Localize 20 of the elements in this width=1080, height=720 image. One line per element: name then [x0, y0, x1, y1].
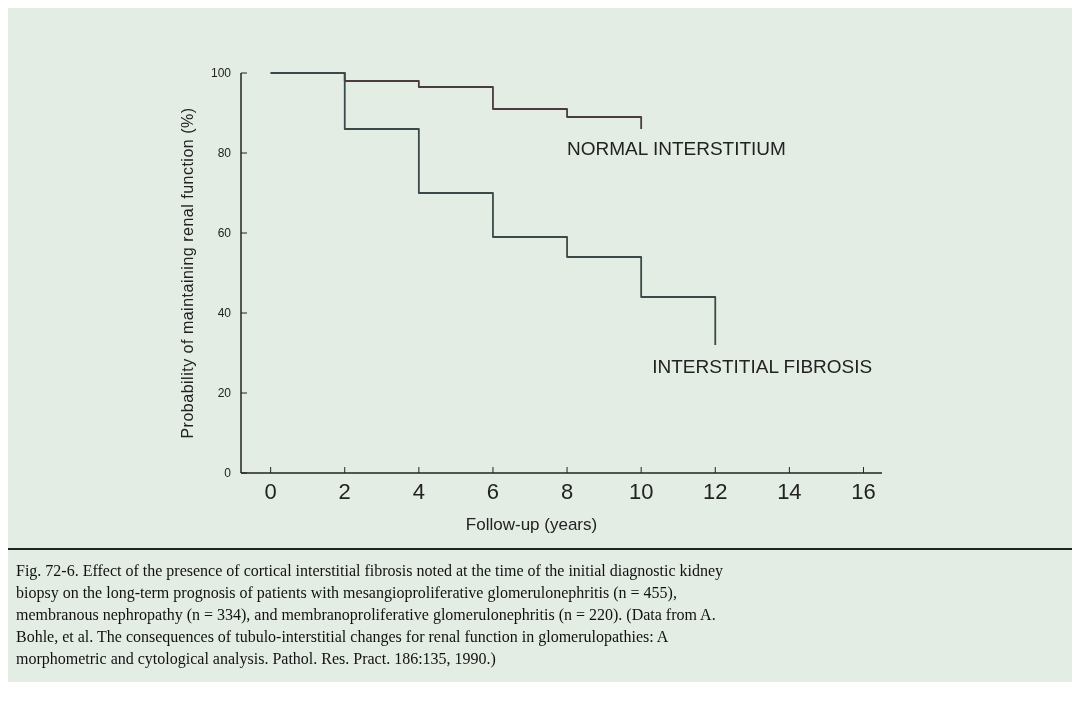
text: INTERSTITIAL FIBROSIS [652, 356, 873, 377]
y-tick-label: 100 [210, 66, 232, 81]
x-tick-label: 16 [851, 479, 876, 504]
x-tick-label: 10 [628, 479, 654, 504]
y-tick-label: 60 [217, 226, 232, 241]
y-tick-label: 20 [217, 386, 232, 401]
x-tick-label: 14 [777, 479, 802, 504]
x-tick-label: 2 [338, 479, 351, 504]
y-axis-title: Probability of maintaining renal function (%) [179, 107, 196, 439]
series-label: NORMAL INTERSTITIUM [567, 138, 786, 159]
x-tick-label: 0 [264, 479, 277, 504]
y-tick-label: 80 [217, 146, 232, 161]
x-tick-label: 8 [560, 479, 574, 504]
caption: Fig. 72-6. Effect of the presence of cortical interstitial fibrosis noted at the time of the initial diagnostic kidney biopsy on the long-term prognosis of patients with mesangioproliferative glomerulonephritis (n = 455), membranous nephropathy (n = 334), and membranoproliferative glomerulonephritis (n = 220). (Data from A. Bohle, et al. The consequences of tubulo-interstitial changes for renal function in glomerulopathies: A morphometric and cytological analysis. Pathol. Res. Pract. 186:135, 1990.) [15, 561, 725, 670]
y-tick-label: 0 [224, 466, 232, 481]
x-tick-label: 4 [412, 479, 425, 504]
x-tick-label: 12 [703, 479, 728, 504]
x-tick-label: 6 [486, 479, 500, 504]
y-tick-label: 40 [217, 306, 232, 321]
x-axis-title: Follow-up (years) [465, 515, 598, 534]
